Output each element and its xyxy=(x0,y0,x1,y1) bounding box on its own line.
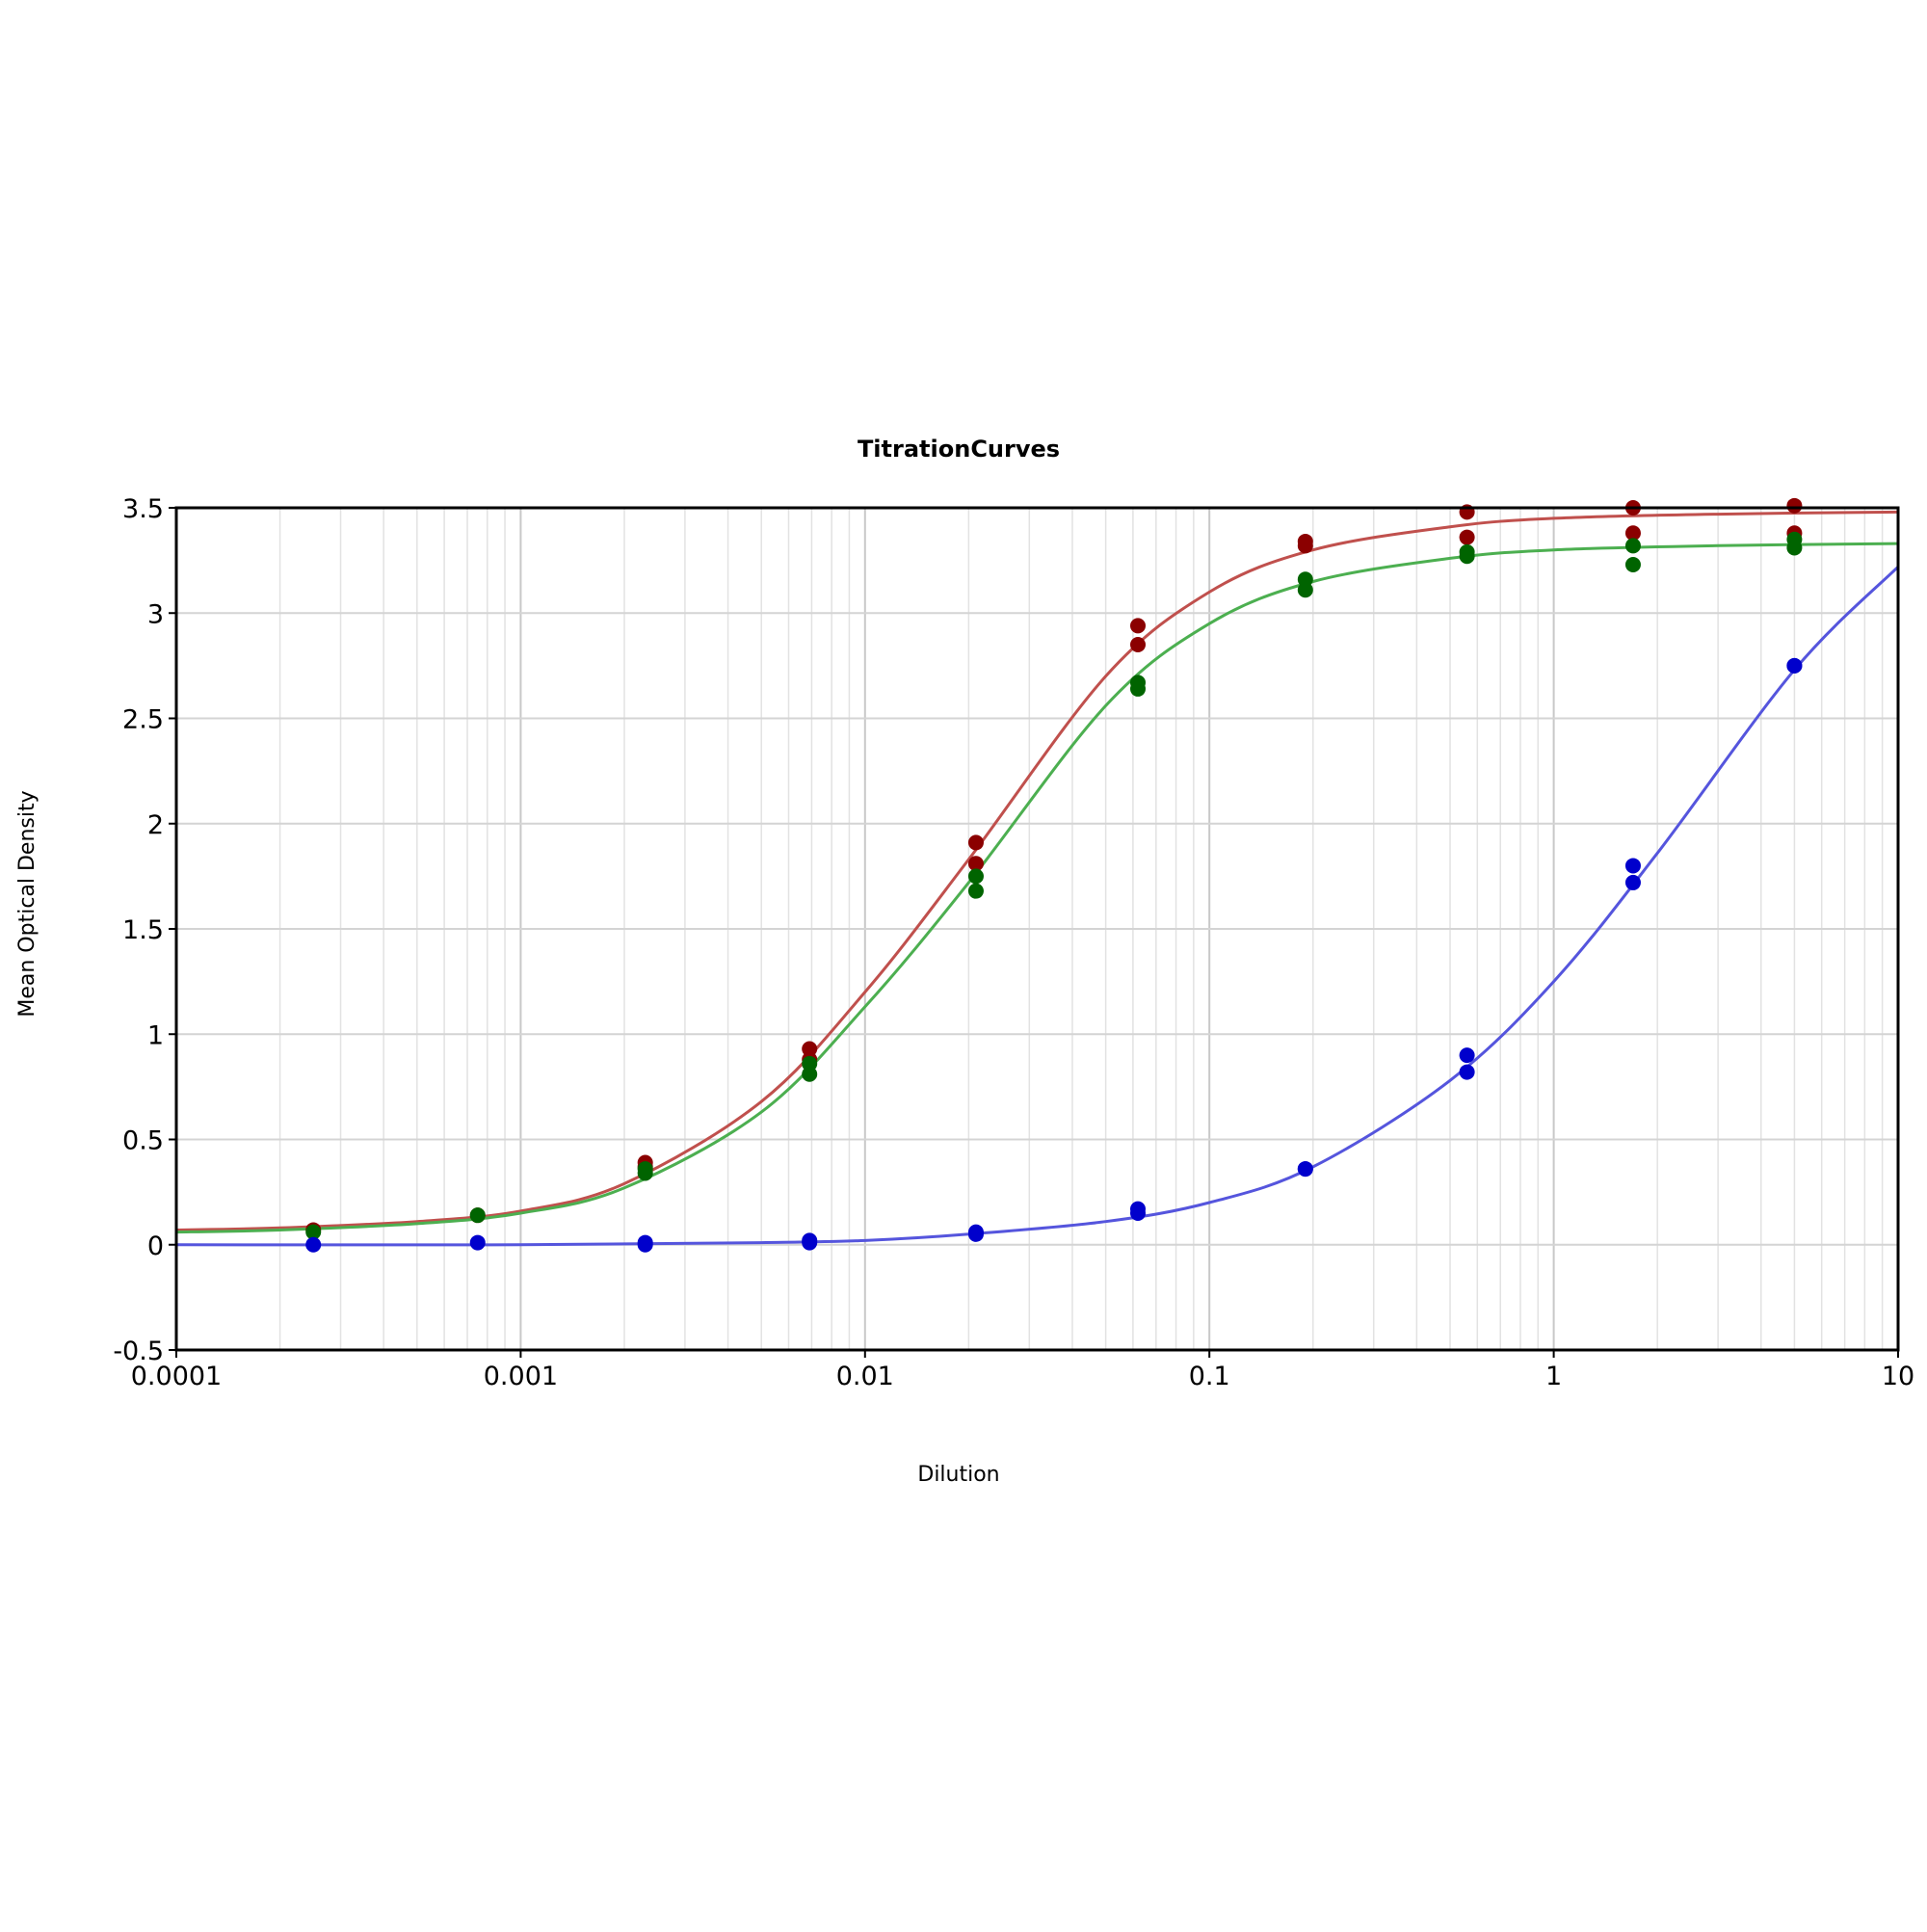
tick-layer: -0.5 0 0.5 1 1.5 2 2.5 3 3.5 0.0001 0.001 0.01 0.1 1 1… xyxy=(113,494,1914,1391)
series-2-data-point xyxy=(802,1234,818,1251)
y-tick-label: -0.5 xyxy=(113,1337,164,1366)
series-1-data-point xyxy=(1624,556,1641,572)
y-tick-label: 3.5 xyxy=(122,494,164,524)
series-2-data-point xyxy=(305,1236,322,1253)
series-2-data-point xyxy=(1624,858,1641,874)
y-tick-label: 2.5 xyxy=(122,705,164,735)
series-1-data-point xyxy=(967,883,984,899)
series-2-data-point xyxy=(1297,1161,1313,1178)
point-layer xyxy=(305,497,1803,1253)
series-1-data-point xyxy=(802,1066,818,1082)
series-0-data-point xyxy=(1297,538,1313,554)
series-0-data-point xyxy=(1130,618,1147,634)
x-tick-label: 0.1 xyxy=(1189,1362,1230,1391)
series-0-data-point xyxy=(1130,637,1147,653)
chart-title: TitrationCurves xyxy=(858,436,1060,463)
series-1-data-point xyxy=(1624,538,1641,554)
y-tick-label: 1 xyxy=(147,1020,164,1050)
series-1-data-point xyxy=(967,868,984,885)
x-tick-label: 0.01 xyxy=(836,1362,894,1391)
series-1-data-point xyxy=(1786,540,1803,556)
series-2-data-point xyxy=(1459,1064,1475,1080)
series-0-data-point xyxy=(967,834,984,851)
y-tick-label: 0.5 xyxy=(122,1126,164,1156)
grid-layer xyxy=(175,507,1898,1351)
y-tick-label: 1.5 xyxy=(122,915,164,945)
series-1-data-point xyxy=(637,1165,653,1181)
series-1-data-point xyxy=(305,1224,322,1240)
series-2-data-point xyxy=(1786,657,1803,674)
x-tick-label: 1 xyxy=(1545,1362,1562,1391)
series-2-data-point xyxy=(1130,1204,1147,1221)
series-2-fit-curve xyxy=(175,566,1900,1247)
y-tick-label: 2 xyxy=(147,810,164,840)
x-axis-label: Dilution xyxy=(917,1463,999,1487)
y-tick-label: 0 xyxy=(147,1231,164,1261)
x-tick-label: 0.0001 xyxy=(131,1362,222,1391)
series-1-data-point xyxy=(1297,582,1313,598)
series-1-data-point xyxy=(1130,680,1147,697)
series-2-data-point xyxy=(469,1234,486,1251)
series-0-data-point xyxy=(1786,497,1803,514)
series-2-data-point xyxy=(967,1226,984,1242)
series-2-data-point xyxy=(637,1234,653,1251)
x-tick-label: 0.001 xyxy=(484,1362,558,1391)
series-0-data-point xyxy=(1459,529,1475,545)
series-0-data-point xyxy=(967,856,984,872)
series-1-data-point xyxy=(1459,548,1475,565)
y-tick-label: 3 xyxy=(147,599,164,629)
series-2-data-point xyxy=(1459,1047,1475,1064)
series-0-data-point xyxy=(1624,525,1641,542)
y-axis-label: Mean Optical Density xyxy=(15,790,40,1017)
series-2-data-point xyxy=(1624,874,1641,890)
x-tick-label: 10 xyxy=(1882,1362,1914,1391)
series-1-data-point xyxy=(469,1207,486,1224)
